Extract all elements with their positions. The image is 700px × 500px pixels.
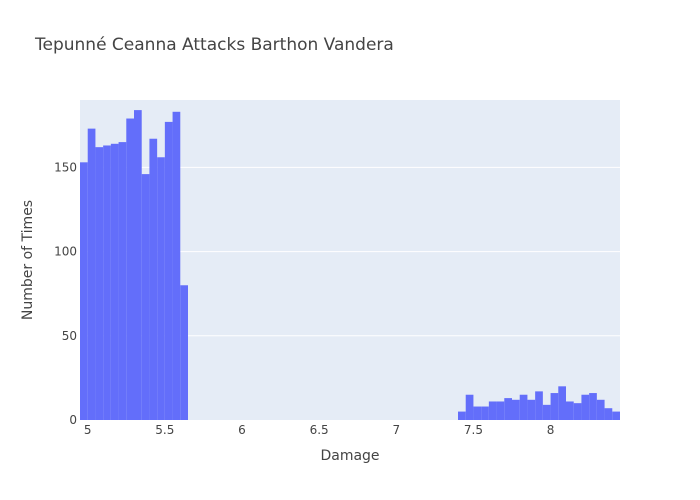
x-tick-label: 8 — [547, 423, 555, 437]
histogram-bar — [589, 393, 597, 420]
histogram-bar — [612, 411, 620, 420]
histogram-bar — [149, 138, 158, 420]
histogram-bar — [458, 411, 466, 420]
histogram-bar — [126, 118, 134, 421]
histogram-bar — [134, 110, 142, 421]
histogram-bar — [512, 399, 520, 420]
histogram-bar — [481, 406, 489, 420]
histogram-bar — [118, 142, 127, 420]
histogram-bar — [573, 403, 582, 420]
histogram-bar — [504, 398, 512, 420]
histogram-bar — [80, 162, 88, 420]
histogram-bar — [542, 404, 551, 420]
y-tick-label: 100 — [54, 245, 77, 259]
y-axis-ticks: 0 50 100 150 — [54, 160, 77, 427]
x-tick-label: 5.5 — [155, 423, 174, 437]
histogram-bar — [157, 157, 165, 420]
histogram-bar — [535, 391, 543, 420]
histogram-bar — [95, 147, 104, 420]
histogram-bar — [558, 386, 566, 420]
x-tick-label: 7.5 — [464, 423, 483, 437]
chart-title: Tepunné Ceanna Attacks Barthon Vandera — [34, 35, 394, 55]
histogram-bar — [180, 285, 188, 420]
histogram-bars — [80, 110, 620, 421]
histogram-bar — [550, 393, 559, 420]
histogram-bar — [164, 121, 173, 420]
histogram-bar — [87, 128, 96, 420]
x-tick-label: 7 — [392, 423, 400, 437]
histogram-bar — [465, 394, 474, 420]
histogram-bar — [566, 401, 574, 420]
histogram-bar — [172, 111, 181, 420]
histogram-bar — [596, 399, 605, 420]
x-axis-ticks: 5 5.5 6 6.5 7 7.5 8 — [84, 423, 554, 437]
x-tick-label: 6 — [238, 423, 246, 437]
y-tick-label: 50 — [62, 329, 77, 343]
histogram-bar — [496, 401, 505, 420]
x-tick-label: 5 — [84, 423, 92, 437]
histogram-bar — [488, 401, 497, 420]
histogram-bar — [473, 406, 482, 420]
histogram-bar — [103, 145, 111, 420]
histogram-bar — [604, 408, 613, 420]
histogram-bar — [581, 394, 590, 420]
y-axis-title: Number of Times — [20, 200, 36, 320]
y-tick-label: 150 — [54, 160, 77, 174]
histogram-bar — [519, 394, 528, 420]
x-tick-label: 6.5 — [310, 423, 329, 437]
y-tick-label: 0 — [69, 413, 77, 427]
x-axis-title: Damage — [320, 448, 379, 464]
histogram-bar — [110, 143, 119, 420]
histogram-bar — [527, 399, 536, 420]
histogram-bar — [141, 174, 150, 420]
